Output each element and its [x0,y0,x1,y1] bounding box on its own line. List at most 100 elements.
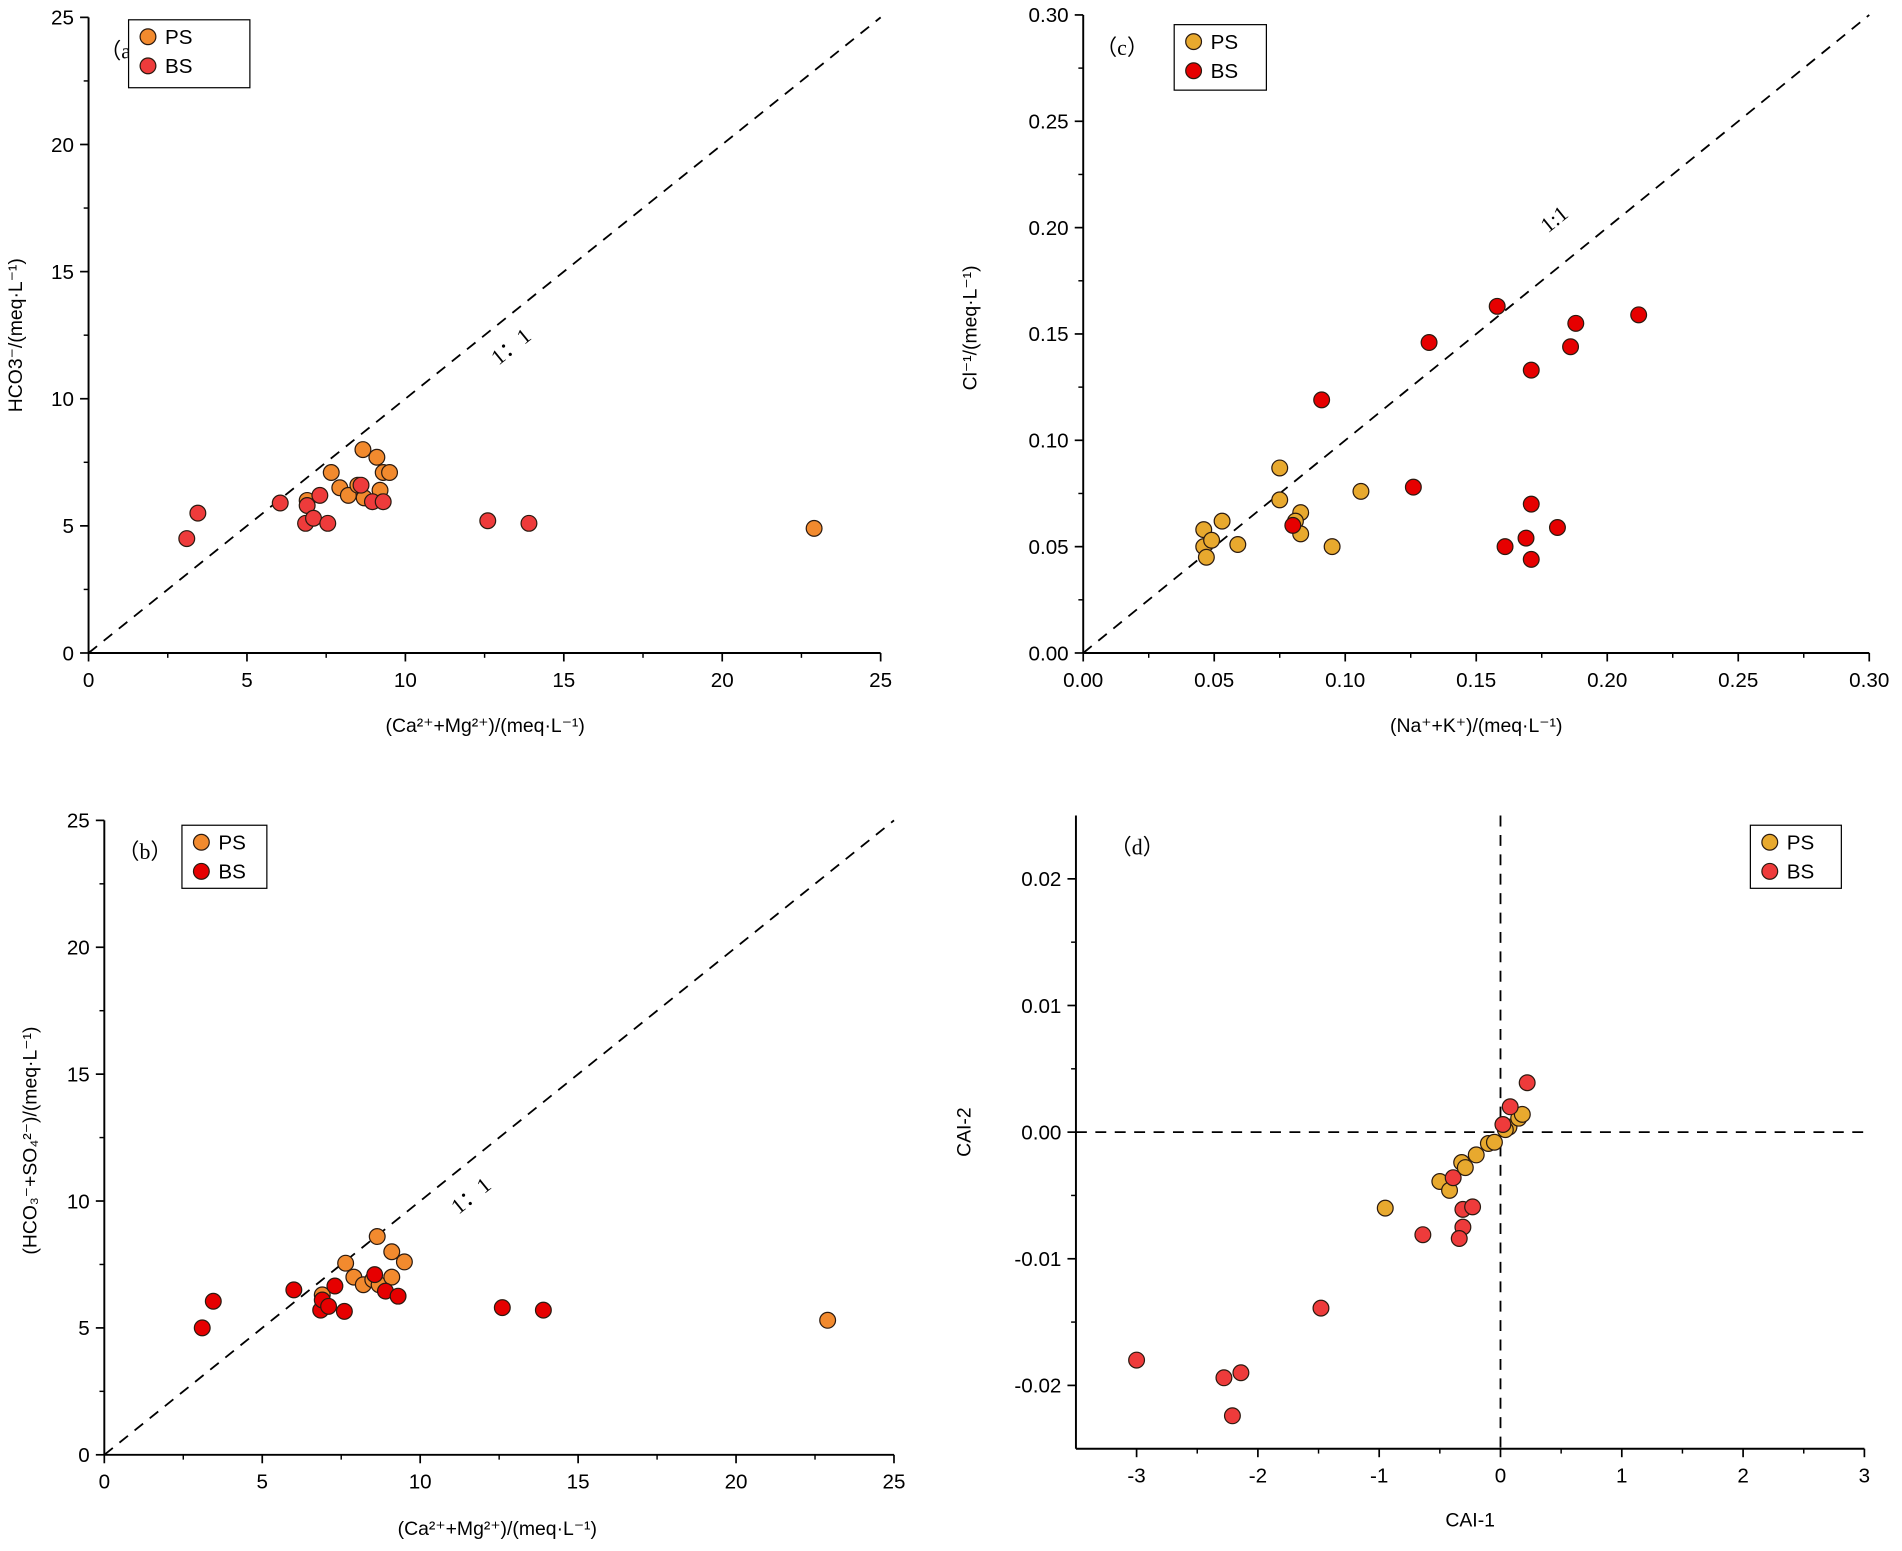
series-bs [1128,1074,1536,1425]
legend-label-ps: PS [1211,31,1239,54]
data-point-bs [1496,538,1514,556]
y-tick-label: 0.01 [1021,995,1061,1018]
x-tick-label: 0.10 [1325,669,1365,692]
series-ps [298,441,823,537]
data-point-ps [395,1253,413,1271]
panel-label: （d） [1110,835,1165,859]
data-point-bs [311,486,329,504]
y-axis-title: HCO3⁻/(meq·L⁻¹) [5,258,27,412]
legend-label-bs: BS [1787,861,1815,884]
y-axis-title: Cl⁻¹/(meq·L⁻¹) [959,265,981,390]
data-point-ps [368,1228,386,1246]
data-point-bs [1522,550,1540,568]
x-axis-title: (Na⁺+K⁺)/(meq·L⁻¹) [1390,715,1562,737]
y-tick-label: 0.15 [1029,323,1069,346]
one-to-one-label: 1：1 [447,1173,496,1219]
data-point-ps [383,1268,401,1286]
x-tick-label: -2 [1249,1465,1267,1488]
data-point-bs [1548,519,1566,536]
data-point-ps [1271,459,1289,477]
legend-label-ps: PS [165,26,192,49]
y-axis-title: CAI-2 [953,1107,975,1157]
y-tick-label: 10 [51,388,74,411]
data-point-bs [1630,306,1648,324]
data-point-ps [383,1243,401,1261]
data-point-bs [1313,391,1331,409]
data-point-bs [1562,338,1580,356]
panel-d: -3 -2 -1 0 1 2 3 -0.02 -0.01 0.00 0.01 0.02 CAI-1 CAI… [953,815,1870,1531]
panel-label: （b） [118,840,173,864]
y-tick-label: -0.02 [1014,1375,1061,1398]
panel-label: （c） [1095,36,1148,60]
data-point-bs [479,512,497,530]
x-tick-label: 0 [99,1471,110,1494]
legend-marker-ps [192,833,210,851]
legend: PS BS [1749,824,1842,889]
data-point-ps [337,1254,355,1272]
y-tick-label: 20 [51,134,74,157]
y-tick-label: 15 [67,1063,90,1086]
x-tick-label: 20 [711,669,734,692]
panel-a: 0 5 10 15 20 25 0 5 10 15 20 25 1：1 (Ca²⁺+Mg²⁺)/(meq·… [5,7,892,737]
y-tick-label: 10 [67,1190,90,1213]
data-point-bs [366,1266,384,1284]
data-point-bs [352,476,370,494]
data-point-bs [1494,1116,1512,1134]
legend-label-bs: BS [165,55,192,78]
x-tick-label: 0.30 [1849,669,1889,692]
y-tick-label: 5 [63,515,74,538]
x-tick-label: 3 [1859,1465,1870,1488]
y-tick-label: 0.00 [1021,1121,1061,1144]
legend-marker-bs [139,57,157,75]
data-point-bs [1420,333,1438,351]
series-bs [178,476,538,548]
y-tick-label: 0 [78,1444,89,1467]
data-point-bs [189,504,207,522]
one-to-one-line [87,16,882,654]
data-point-ps [381,463,399,481]
x-tick-label: -3 [1127,1465,1145,1488]
data-point-ps [1485,1133,1503,1151]
y-tick-label: 0.02 [1021,868,1061,891]
data-point-bs [204,1292,222,1310]
data-point-bs [1215,1369,1233,1387]
data-point-ps [805,519,823,537]
x-tick-label: 25 [869,669,892,692]
x-tick-label: 0 [83,669,94,692]
x-tick-label: 10 [409,1471,432,1494]
x-tick-label: 15 [552,669,575,692]
x-tick-label: 0.05 [1194,669,1234,692]
y-tick-label: 0 [63,642,74,665]
x-tick-label: 5 [257,1471,268,1494]
data-point-bs [520,514,538,532]
data-point-bs [285,1281,303,1299]
data-point-ps [819,1311,837,1329]
data-point-bs [1312,1299,1330,1317]
data-point-bs [1518,1074,1536,1092]
x-tick-label: 0.20 [1587,669,1627,692]
data-point-ps [1323,538,1341,556]
data-point-bs [178,530,196,548]
y-tick-label: 5 [78,1317,89,1340]
data-point-bs [1517,529,1535,547]
y-tick-label: 15 [51,261,74,284]
data-point-bs [1414,1226,1432,1244]
y-tick-label: 25 [67,810,90,833]
panel-b: 0 5 10 15 20 25 0 5 10 15 20 25 1：1 (Ca²⁺+Mg²⁺)/(meq·… [19,810,905,1540]
y-tick-label: 0.00 [1029,642,1069,665]
one-to-one-label: 1:1 [1536,201,1573,237]
y-tick-label: 0.05 [1029,536,1069,559]
x-tick-label: 15 [567,1471,590,1494]
data-point-bs [1450,1230,1468,1247]
data-point-bs [193,1319,211,1337]
legend-marker-bs [1761,862,1779,880]
y-tick-label: 0.25 [1029,111,1069,134]
legend-marker-bs [192,862,210,880]
data-point-bs [319,514,337,532]
data-point-bs [1223,1407,1241,1425]
data-point-bs [1567,314,1585,332]
data-point-ps [1203,531,1221,549]
data-point-ps [1197,548,1215,566]
x-tick-label: -1 [1370,1465,1388,1488]
